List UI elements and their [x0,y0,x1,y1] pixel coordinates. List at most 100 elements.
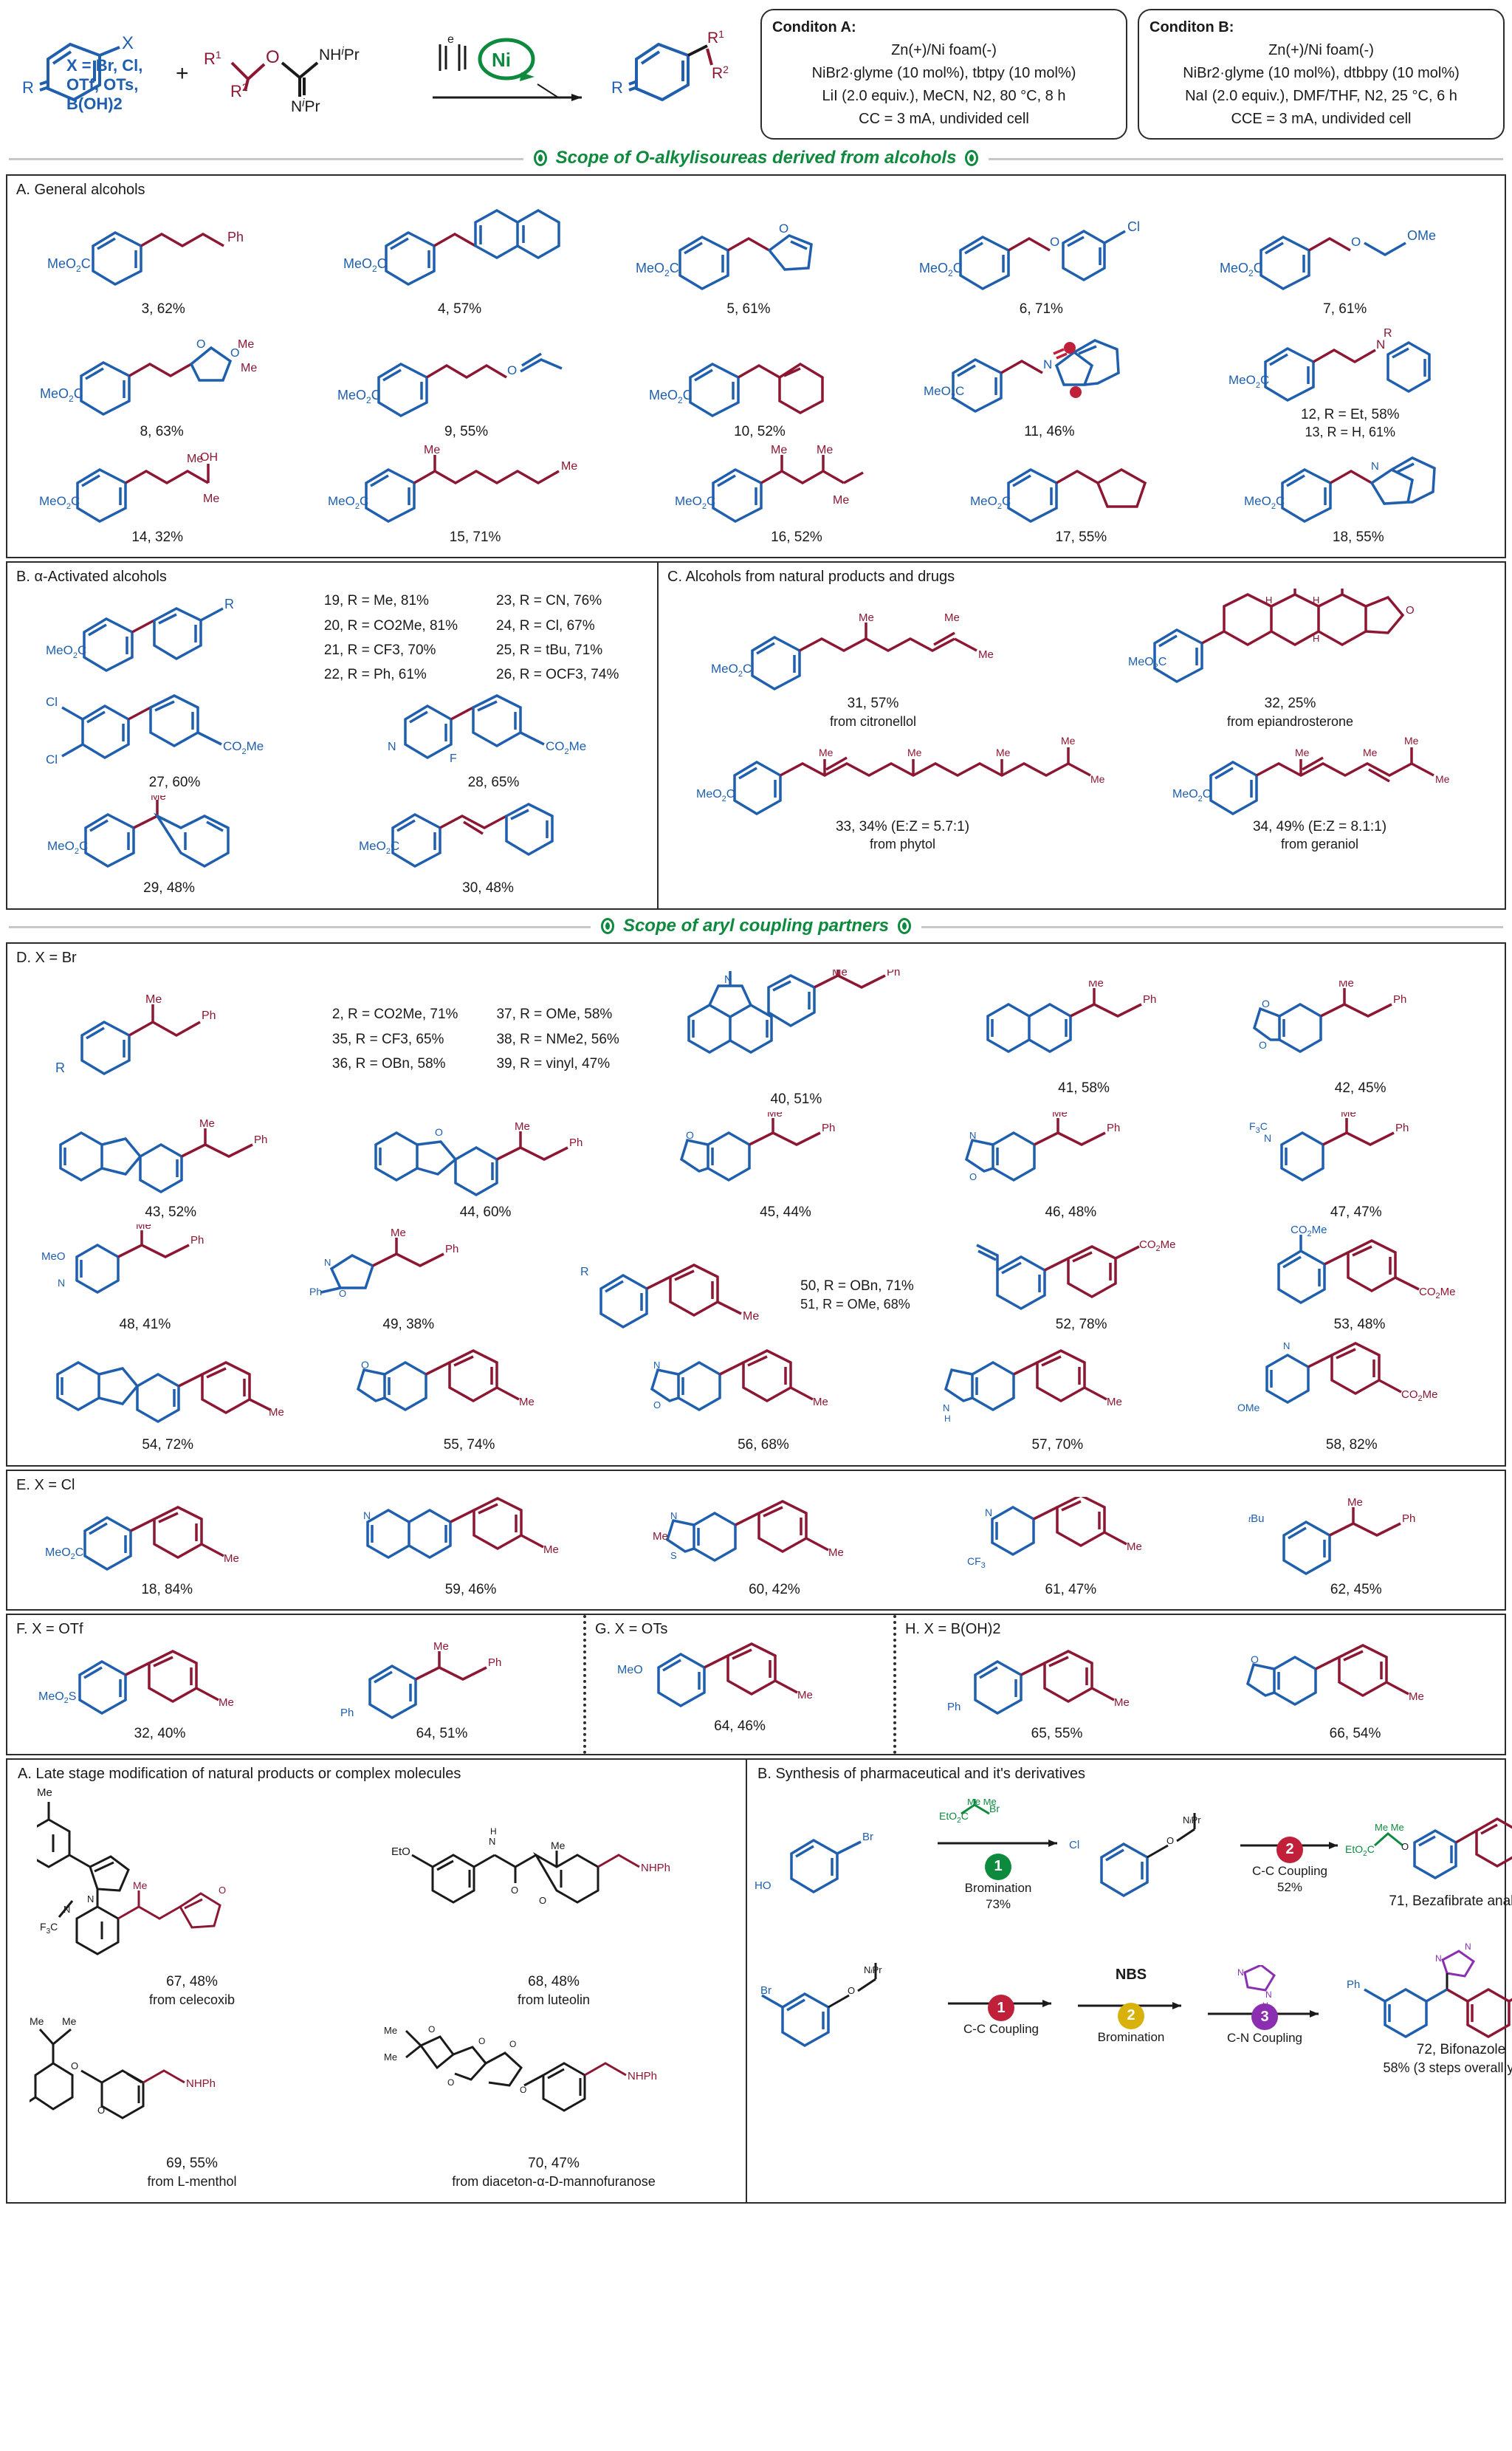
compound-64a-structure: Ph Me Ph [331,1641,553,1722]
section-b-row-2: Cl Cl CO2Me 27, 60% [13,690,651,792]
aryl-halide-structure: R X X = Br, Cl, OTf, OTs, B(OH)2 [7,30,162,118]
compound-63: MeO2S Me 32, 40% [38,1648,282,1744]
compound-49: N O Ph Me Ph 49, 38% [305,1224,512,1334]
compound-62-label: 62, 45% [1330,1581,1382,1597]
compound-67-label: 67, 48% [166,1973,218,1989]
compound-59: N Me 59, 46% [353,1496,589,1600]
isourea-NiPr-label: NiPr [291,97,320,114]
svg-text:O: O [97,2105,105,2116]
svg-text:NHPh: NHPh [628,2070,657,2083]
compound-29-label: 29, 48% [143,880,195,897]
svg-text:F3C: F3C [1249,1120,1268,1135]
svg-text:Ph: Ph [202,1009,216,1022]
svg-text:OH: OH [200,451,218,464]
route2-step-3-name: C-N Coupling [1226,2031,1303,2046]
section-c-title: C. Alcohols from natural products and dr… [667,569,955,586]
section-i-title: A. Late stage modification of natural pr… [18,1765,461,1782]
svg-text:MeO2C: MeO2C [46,643,86,660]
product-R-label: R [611,78,623,97]
compound-44-label: 44, 60% [459,1204,512,1220]
route2-start: Br O NiPr NHiPr [760,1961,930,2050]
compound-7: MeO2C O OMe 7, 61% [1220,209,1471,319]
section-h-col: H. X = B(OH)2 Ph [893,1615,1505,1754]
svg-text:OMe: OMe [1407,228,1436,243]
reaction-scheme: R X X = Br, Cl, OTf, OTs, B(OH)2 + R1 R2 [0,0,1512,145]
svg-text:Me: Me [151,795,166,803]
plus-symbol: + [176,61,189,86]
compound-12-structure: MeO2C N R [1228,322,1472,403]
svg-text:CF3: CF3 [967,1555,986,1570]
route1-step1 [902,1823,932,1889]
compound-52: CO2Me 52, 78% [971,1232,1192,1334]
svg-text:Me: Me [1347,1497,1363,1509]
compound-43: Me Ph 43, 52% [49,1112,292,1222]
svg-text:OMe: OMe [1237,1402,1260,1413]
svg-text:Br: Br [989,1803,1000,1814]
svg-text:Me: Me [203,493,219,505]
svg-text:Me: Me [145,993,162,1006]
compound-46-structure: N O Me Ph [963,1112,1178,1201]
section-b-row-3: MeO2C Me 29, 48% [13,795,651,898]
svg-text:NHiPr: NHiPr [1183,1811,1209,1812]
svg-text:Ph: Ph [340,1707,354,1719]
ni-cycle-arrowhead [519,72,535,81]
compound-30-label: 30, 48% [462,880,514,897]
compound-64b-label: 64, 46% [714,1718,766,1735]
compound-5-structure: MeO2C O [634,209,863,298]
condition-b-line-3: CCE = 3 mA, undivided cell [1231,110,1412,127]
isourea-NHiPr-label: NHiPr [319,45,360,64]
compound-29-structure: MeO2C Me [47,795,291,877]
compound-18a-label: 18, 55% [1332,529,1384,545]
svg-text:O: O [447,2077,454,2088]
section-b-variants-row: MeO2C R 19, R = Me, 81% [13,589,651,687]
banner2-dot-right-icon [898,917,912,934]
svg-text:MeO2C: MeO2C [924,384,964,401]
compound-8-structure: MeO2C O O Me Me [40,332,284,420]
svg-text:Me: Me [561,460,577,473]
compound-4: MeO2C 4, 57% [342,202,578,319]
compound-27-structure: Cl Cl CO2Me [46,690,304,771]
svg-text:Me: Me [978,648,994,661]
compound-45: O Me Ph 45, 44% [678,1112,893,1222]
svg-text:EtO: EtO [391,1845,410,1858]
compound-11: MeO2C N [924,324,1175,442]
svg-text:Ph: Ph [1107,1122,1120,1134]
compound-46: N O Me Ph 46, 48% [963,1112,1178,1222]
compound-42-label: 42, 45% [1334,1080,1386,1096]
svg-text:Me: Me [269,1406,284,1419]
compound-43-label: 43, 52% [145,1204,197,1220]
svg-text:MeO2C: MeO2C [337,388,381,405]
compound-14-structure: MeO2C Me OH Me [39,445,275,526]
compound-15: MeO2C Me Me 15, 71% [328,445,623,547]
section-a-row-1: MeO2C Ph 3, 62% [13,202,1499,319]
compound-45-structure: O Me Ph [678,1112,893,1201]
compound-9-label: 9, 55% [444,424,489,440]
svg-text:MeO2C: MeO2C [1128,656,1166,671]
svg-text:O: O [1166,1835,1174,1846]
svg-text:Me: Me [30,2015,44,2027]
svg-text:O: O [848,1985,855,1996]
section-d-panel: D. X = Br R Me Ph [6,942,1506,1467]
compound-64b-structure: MeO Me [614,1641,865,1715]
compound-55: O Me 55, 74% [355,1345,584,1455]
ni-catalyst-label: Ni [492,49,511,71]
svg-text:Cl: Cl [46,753,58,767]
svg-text:O: O [1406,604,1415,617]
svg-text:N: N [1264,1132,1271,1144]
svg-text:O: O [779,222,788,236]
step-1-yield: 73% [985,1897,1011,1912]
compound-9: MeO2C O 9, 55% [337,339,596,442]
compound-32-label: 32, 25% [1264,696,1316,712]
condition-b-box: Conditon B: Zn(+)/Ni foam(-) NiBr2·glyme… [1138,8,1505,140]
variant-37: 37, R = OMe, 58% [496,1007,613,1023]
route2-step-3-circle: 3 [1251,2003,1278,2031]
svg-text:Me: Me [1289,589,1304,591]
compound-48-label: 48, 41% [119,1317,171,1333]
svg-text:O: O [478,2036,485,2046]
svg-text:Me: Me [238,338,254,351]
compound-14: MeO2C Me OH Me 14, 32% [39,445,275,547]
compound-31-structure: MeO2C Me Me Me [711,603,1036,692]
compound-33-label: 33, 34% (E:Z = 5.7:1) [835,818,970,834]
section-b-variants-right: 23, R = CN, 76% 24, R = Cl, 67% 25, R = … [496,589,619,687]
svg-text:CO2Me: CO2Me [1419,1286,1455,1300]
